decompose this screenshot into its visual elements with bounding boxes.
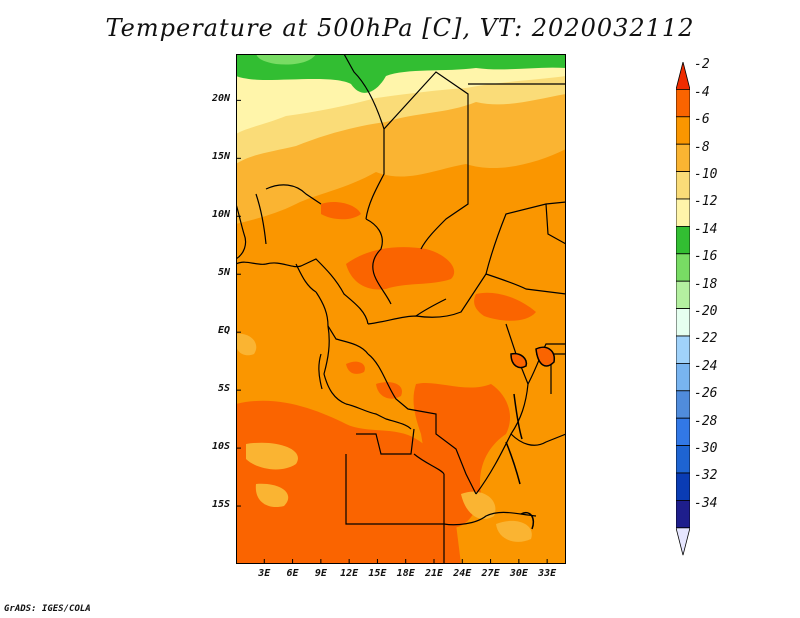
colorbar-label: -6 [694, 112, 710, 128]
colorbar-label: -34 [694, 495, 718, 511]
colorbar-label: -10 [694, 167, 718, 182]
colorbar-box [676, 472, 690, 501]
temperature-map [236, 54, 566, 564]
colorbar-box [676, 335, 690, 364]
colorbar-box [676, 88, 690, 118]
lon-label: 3E [258, 568, 271, 579]
colorbar-label: -28 [694, 413, 718, 429]
colorbar-label: -26 [694, 386, 718, 402]
lon-label: 12E [340, 568, 359, 579]
lat-label: EQ [217, 325, 230, 337]
field-minus16 [256, 54, 316, 65]
lon-label: 9E [314, 568, 327, 579]
colorbar-box [676, 225, 690, 255]
colorbar-box [676, 417, 690, 447]
colorbar-label: -18 [694, 276, 718, 292]
lakes [505, 346, 555, 530]
lat-label: 20N [211, 93, 230, 105]
colorbar-box [676, 445, 690, 474]
lon-label: 24E [453, 568, 472, 579]
colorbar-box [676, 116, 690, 145]
colorbar [676, 62, 690, 556]
colorbar-box [676, 280, 690, 309]
lon-label: 6E [286, 568, 299, 579]
field-minus8-patches [236, 333, 532, 542]
lon-label: 30E [509, 568, 528, 579]
chart-title: Temperature at 500hPa [C], VT: 202003211… [105, 14, 695, 42]
lat-label: 15N [211, 151, 230, 163]
colorbar-box [676, 143, 690, 172]
colorbar-label: -24 [694, 358, 718, 374]
colorbar-box [676, 499, 690, 529]
coast-detail [318, 353, 323, 390]
colorbar-label: -12 [694, 194, 718, 210]
colorbar-label: -14 [694, 221, 718, 237]
axis-ticks [236, 99, 548, 564]
lat-label: 5S [217, 383, 230, 395]
colorbar-label: -30 [694, 441, 718, 456]
colorbar-label: -16 [694, 249, 718, 265]
lon-label: 15E [368, 568, 387, 579]
lat-label: 5N [217, 267, 230, 279]
colorbar-box [676, 198, 690, 227]
colorbar-box [676, 253, 690, 282]
colorbar-label: -20 [694, 304, 718, 319]
lon-label: 33E [538, 568, 557, 579]
colorbar-box [676, 362, 690, 392]
colorbar-box [676, 390, 690, 419]
lat-label: 10S [211, 441, 230, 453]
lon-label: 18E [396, 568, 415, 579]
colorbar-label: -2 [694, 57, 710, 73]
lon-label: 27E [481, 568, 500, 579]
colorbar-bottom-arrow [676, 527, 690, 556]
grads-credit: GrADS: IGES/COLA [4, 604, 91, 614]
colorbar-label: -22 [694, 331, 718, 347]
colorbar-box [676, 308, 690, 337]
field-minus14 [236, 54, 566, 93]
colorbar-label: -4 [694, 84, 710, 100]
map-frame [236, 54, 566, 564]
colorbar-top-arrow [676, 62, 690, 90]
colorbar-box [676, 171, 690, 200]
lon-label: 21E [424, 568, 444, 579]
colorbar-label: -8 [694, 139, 710, 155]
lat-label: 15S [211, 499, 230, 511]
colorbar-label: -32 [694, 468, 718, 484]
lat-label: 10N [211, 209, 230, 221]
field-minus4 [236, 202, 536, 564]
west-coastline [236, 203, 247, 260]
